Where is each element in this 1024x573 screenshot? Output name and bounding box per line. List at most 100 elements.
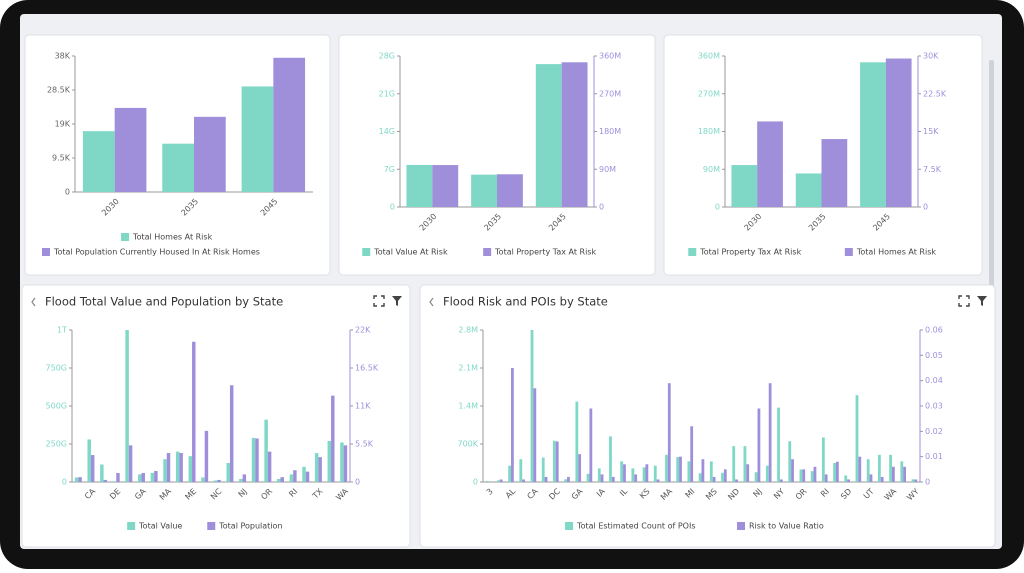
bar — [679, 456, 682, 482]
bar — [179, 452, 183, 482]
bar — [239, 478, 243, 482]
y-tick-label: 90M — [703, 165, 720, 174]
bar — [90, 455, 95, 482]
bar — [795, 173, 822, 207]
legend-swatch[interactable] — [844, 248, 853, 256]
bar — [242, 474, 247, 482]
y-tick-label: 19K — [55, 120, 71, 129]
legend-swatch[interactable] — [565, 522, 574, 530]
legend-label[interactable]: Total Population Currently Housed In At … — [53, 248, 260, 257]
y2-tick-label: 0.01 — [925, 452, 943, 461]
y2-tick-label: 180M — [599, 127, 621, 136]
bar — [544, 476, 548, 482]
legend-swatch[interactable] — [121, 233, 130, 241]
y-tick-label: 360M — [698, 52, 720, 61]
y2-tick-label: 22.5K — [923, 89, 947, 98]
panel — [21, 284, 411, 548]
bar — [497, 480, 500, 482]
bar — [141, 473, 145, 482]
bar — [125, 330, 129, 482]
bar — [541, 457, 545, 482]
bar — [432, 165, 459, 207]
y-tick-label: 1T — [57, 326, 67, 335]
legend-swatch[interactable] — [688, 248, 697, 256]
bar — [824, 474, 828, 482]
bar — [241, 86, 274, 192]
x-tick-label: 3 — [485, 487, 495, 497]
bar — [880, 476, 884, 482]
y2-tick-label: 30K — [923, 52, 939, 61]
bar — [114, 107, 147, 192]
y-tick-label: 28.5K — [47, 86, 71, 95]
legend-label[interactable]: Total Homes At Risk — [856, 248, 937, 257]
bar — [327, 440, 332, 482]
filter-icon[interactable] — [392, 296, 402, 306]
legend-label[interactable]: Total Estimated Count of POIs — [576, 522, 695, 531]
bar — [564, 479, 568, 482]
bar — [204, 430, 209, 482]
legend-label[interactable]: Total Homes At Risk — [132, 233, 213, 242]
bar — [623, 464, 626, 482]
legend-label[interactable]: Total Property Tax At Risk — [699, 248, 801, 257]
bar — [535, 64, 562, 207]
legend-label[interactable]: Total Population — [218, 522, 282, 531]
bar — [866, 459, 870, 482]
bar — [74, 477, 79, 482]
legend-swatch[interactable] — [127, 522, 136, 530]
bar — [586, 473, 590, 482]
bar — [302, 466, 306, 482]
bar — [251, 437, 256, 482]
y2-tick-label: 0 — [923, 203, 928, 212]
panel — [338, 34, 656, 276]
bar — [788, 441, 792, 482]
bar — [631, 468, 635, 482]
y2-tick-label: 11K — [355, 402, 371, 411]
bar — [217, 479, 221, 482]
bar — [561, 62, 588, 207]
bar — [267, 451, 272, 482]
y2-tick-label: 22K — [355, 326, 371, 335]
y-tick-label: 270M — [698, 89, 720, 98]
bar — [746, 464, 750, 482]
y2-tick-label: 0.04 — [925, 376, 943, 385]
bar — [578, 454, 582, 482]
bar — [611, 476, 615, 482]
bar — [889, 454, 892, 482]
legend-swatch[interactable] — [207, 522, 216, 530]
bar — [567, 476, 570, 482]
bar — [869, 474, 873, 482]
legend-label[interactable]: Total Value At Risk — [373, 248, 448, 257]
bar — [791, 459, 794, 482]
bar — [226, 463, 230, 482]
bar — [314, 453, 319, 482]
bar — [799, 469, 803, 482]
legend-swatch[interactable] — [362, 248, 371, 256]
bar — [735, 479, 738, 482]
legend-label[interactable]: Total Property Tax At Risk — [494, 248, 596, 257]
y-tick-label: 2.1M — [458, 364, 478, 373]
y2-tick-label: 0 — [925, 478, 930, 487]
bar — [305, 471, 310, 482]
bar — [293, 470, 297, 482]
bar — [530, 330, 534, 482]
filter-icon[interactable] — [977, 296, 987, 306]
y2-tick-label: 90M — [599, 165, 616, 174]
y-tick-label: 500G — [46, 402, 67, 411]
bar — [112, 481, 117, 482]
bar — [743, 446, 747, 482]
legend-swatch[interactable] — [483, 248, 492, 256]
y2-tick-label: 0 — [355, 478, 360, 487]
expand-icon[interactable] — [373, 295, 385, 307]
legend-label[interactable]: Risk to Value Ratio — [749, 522, 824, 531]
legend-label[interactable]: Total Value — [138, 522, 182, 531]
legend-swatch[interactable] — [737, 522, 745, 530]
bar — [885, 58, 912, 208]
legend-swatch[interactable] — [42, 248, 50, 256]
y2-tick-label: 0.05 — [925, 351, 943, 360]
expand-icon[interactable] — [958, 295, 970, 307]
bar — [701, 459, 705, 482]
bar — [634, 474, 638, 482]
back-chevron — [31, 297, 36, 307]
bar — [331, 395, 335, 482]
panel — [419, 284, 996, 548]
